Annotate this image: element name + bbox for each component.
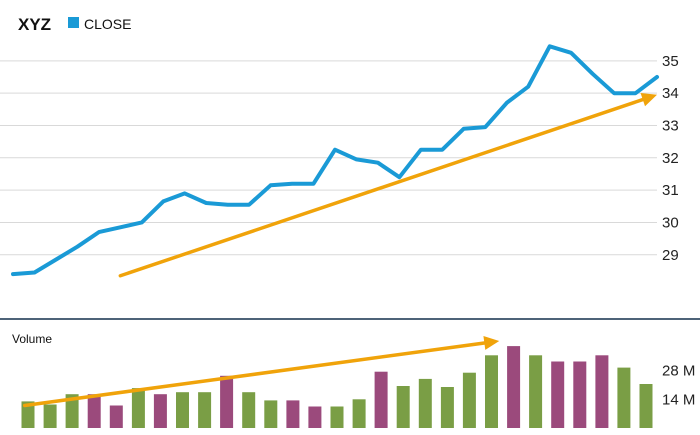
volume-bar: [21, 401, 35, 428]
volume-bar: [220, 375, 234, 428]
volume-trend-shaft: [22, 341, 487, 408]
volume-bar: [286, 400, 300, 428]
price-tick-label: 35: [662, 53, 679, 70]
volume-bar: [308, 406, 322, 428]
volume-tick-label: 28 M: [662, 363, 695, 380]
close-series: [11, 44, 659, 277]
volume-bar: [330, 406, 344, 428]
price-axis: 29 30 31 32 33 34 35: [662, 53, 679, 264]
volume-bar: [440, 387, 454, 428]
volume-axis: 14 M 28 M: [662, 363, 695, 409]
price-trend-arrow: [118, 92, 657, 278]
volume-bar: [573, 361, 587, 428]
price-trend-head: [640, 92, 657, 107]
price-tick-label: 34: [662, 85, 679, 102]
volume-bar: [131, 388, 145, 428]
volume-bar: [352, 399, 366, 428]
ticker-title: XYZ: [18, 15, 51, 34]
price-grid: [0, 60, 657, 256]
volume-bar: [176, 392, 189, 428]
volume-bar: [242, 392, 256, 428]
volume-bar: [485, 355, 498, 428]
volume-title: Volume: [12, 332, 52, 346]
volume-bar: [551, 361, 565, 428]
price-tick-label: 31: [662, 182, 679, 199]
volume-bar: [418, 378, 432, 428]
volume-tick-label: 14 M: [662, 391, 695, 408]
price-trend-shaft: [118, 97, 645, 278]
legend-label-close: CLOSE: [84, 16, 131, 32]
volume-trend-arrow: [22, 336, 500, 408]
price-tick-label: 33: [662, 117, 679, 134]
price-tick-label: 32: [662, 150, 679, 167]
legend-swatch-close: [68, 17, 79, 28]
price-tick-label: 30: [662, 214, 679, 231]
volume-bar: [595, 355, 609, 428]
volume-bar: [396, 386, 410, 428]
volume-trend-head: [483, 336, 500, 350]
volume-bar: [639, 384, 653, 428]
volume-bar: [65, 394, 79, 428]
volume-bar: [617, 367, 631, 428]
price-tick-label: 29: [662, 247, 679, 264]
volume-bar: [462, 372, 476, 428]
volume-bar: [109, 405, 123, 428]
volume-bar: [507, 346, 521, 428]
volume-bar: [264, 400, 278, 428]
volume-bars: [21, 346, 653, 428]
volume-bar: [43, 404, 57, 428]
volume-bar: [198, 392, 212, 428]
volume-bar: [153, 394, 167, 428]
volume-bar: [87, 394, 101, 428]
volume-bar: [374, 371, 388, 428]
volume-bar: [529, 355, 543, 428]
close-line: [11, 44, 659, 277]
